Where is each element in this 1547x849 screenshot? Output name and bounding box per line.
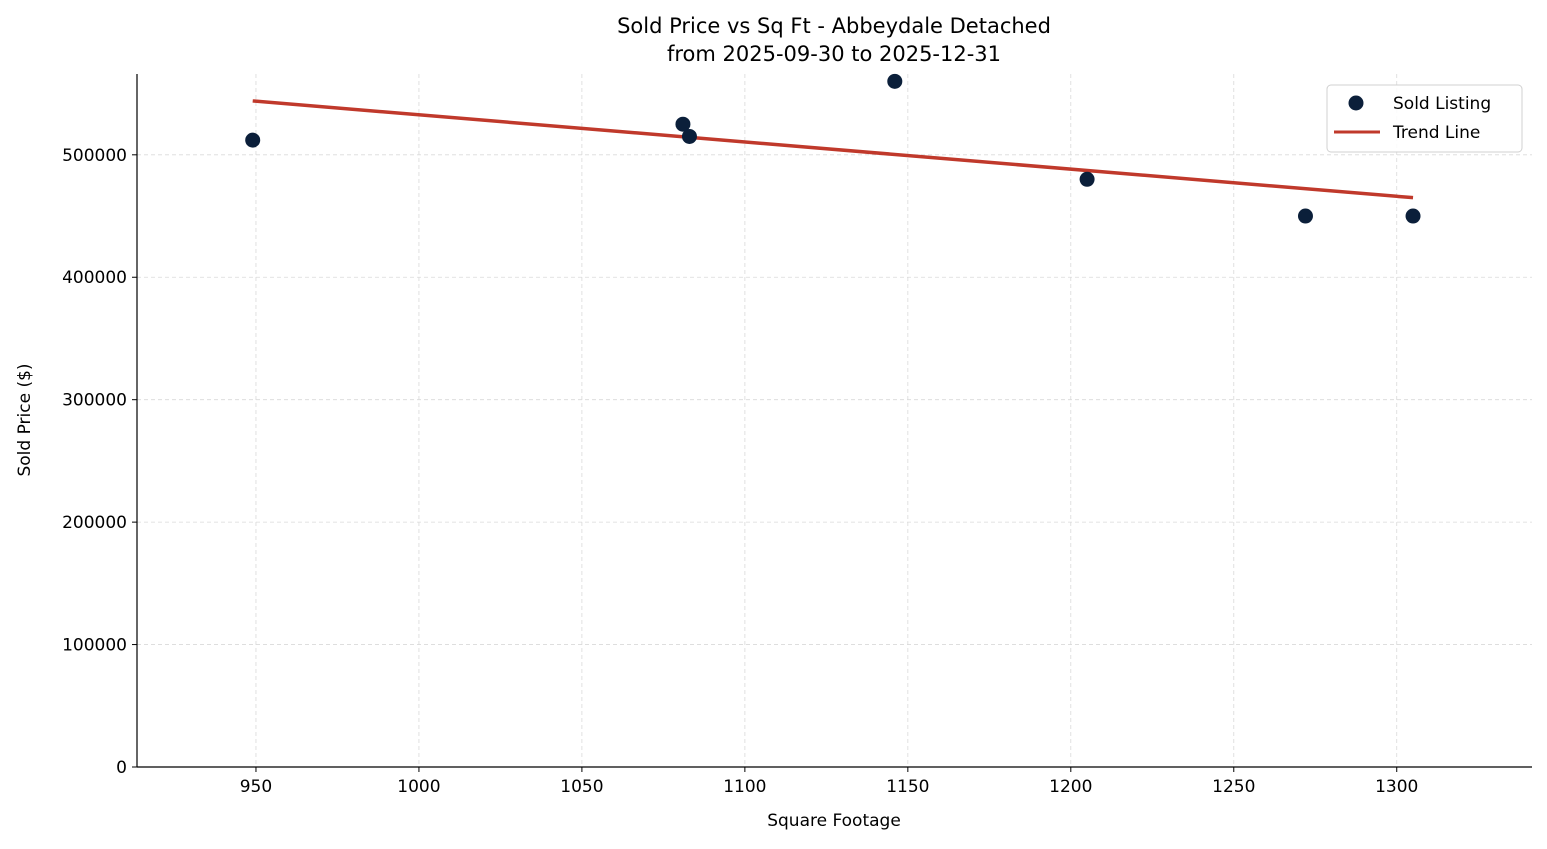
chart-subtitle: from 2025-09-30 to 2025-12-31 [667, 42, 1001, 66]
legend-label-trend-line: Trend Line [1392, 123, 1480, 143]
data-point [1297, 208, 1313, 224]
x-tick-label: 1050 [560, 777, 603, 797]
y-axis-label: Sold Price ($) [15, 363, 35, 476]
data-point [245, 132, 261, 148]
data-point [887, 73, 903, 89]
y-tick-label: 0 [116, 758, 127, 778]
y-tick-label: 100000 [62, 636, 127, 656]
x-tick-label: 1150 [886, 777, 929, 797]
trend-line [252, 99, 1414, 200]
x-tick-label: 1250 [1212, 777, 1255, 797]
y-ticks: 0 100000 200000 300000 400000 500000 [62, 146, 137, 778]
y-tick-label: 200000 [62, 513, 127, 533]
grid [137, 74, 1532, 767]
trend-line-layer [252, 99, 1414, 200]
y-tick-label: 500000 [62, 146, 127, 166]
y-tick-label: 400000 [62, 268, 127, 288]
x-axis-label: Square Footage [767, 811, 901, 831]
legend: Sold Listing Trend Line [1326, 84, 1523, 153]
y-tick-label: 300000 [62, 391, 127, 411]
data-point [675, 116, 691, 132]
x-tick-label: 1200 [1049, 777, 1092, 797]
data-point [1079, 171, 1095, 187]
data-point [681, 128, 697, 144]
x-ticks: 950 1000 1050 1100 1150 1200 1250 1300 [240, 767, 1418, 797]
x-tick-label: 1300 [1375, 777, 1418, 797]
x-tick-label: 1000 [397, 777, 440, 797]
data-point [1405, 208, 1421, 224]
points-layer [245, 73, 1421, 224]
chart-title: Sold Price vs Sq Ft - Abbeydale Detached [617, 14, 1051, 38]
legend-box [1326, 84, 1523, 153]
x-tick-label: 950 [240, 777, 272, 797]
x-tick-label: 1100 [723, 777, 766, 797]
legend-marker-sold-listing [1348, 95, 1364, 111]
legend-label-sold-listing: Sold Listing [1393, 94, 1491, 114]
